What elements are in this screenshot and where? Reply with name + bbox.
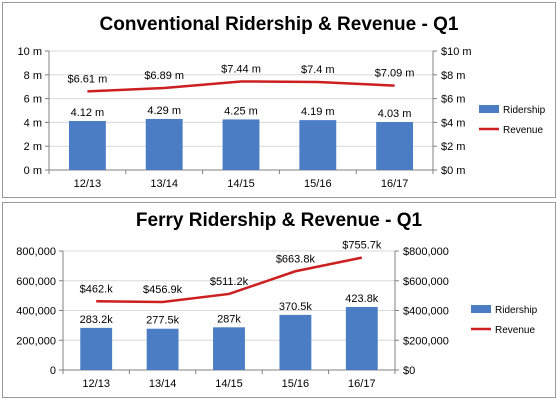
line-data-label: $511.2k [210, 276, 249, 288]
line-data-label: $7.44 m [221, 63, 261, 75]
line-data-label: $663.8k [276, 253, 316, 265]
y-tick-label: 4 m [24, 117, 42, 129]
ferry-chart-panel: Ferry Ridership & Revenue - Q1 0 200,000 40… [2, 202, 556, 398]
y2-tick-label: $4 m [441, 117, 465, 129]
y-tick-label: 600,000 [16, 276, 56, 288]
bar-data-label: 287k [217, 313, 241, 325]
y2-tick-label: $6 m [441, 94, 465, 106]
line-data-label: $7.4 m [301, 64, 335, 76]
conventional-chart: Conventional Ridership & Revenue - Q1 0 m… [18, 14, 546, 190]
line-revenue [87, 80, 395, 93]
line-data-label: $7.09 m [375, 68, 415, 80]
x-tick-label: 15/16 [282, 378, 310, 390]
y-tick-label: 8 m [24, 70, 42, 82]
line-data-label: $6.89 m [144, 70, 184, 82]
bar-data-label: 4.19 m [301, 106, 335, 118]
y-tick-label: 2 m [24, 141, 42, 153]
bar-data-label: 277.5k [146, 315, 180, 327]
y-tick-label: 0 [50, 365, 56, 377]
chart-title: Conventional Ridership & Revenue - Q1 [100, 14, 459, 35]
legend-label-revenue: Revenue [495, 325, 535, 336]
bar-ridership [146, 328, 179, 370]
y-tick-label: 400,000 [16, 306, 56, 318]
y2-tick-label: $0 m [441, 165, 465, 177]
bar-data-label: 4.12 m [71, 107, 105, 119]
bar-ridership [376, 122, 414, 170]
chart-title: Ferry Ridership & Revenue - Q1 [136, 210, 423, 231]
bar-ridership [222, 119, 260, 170]
x-tick-label: 16/17 [348, 378, 376, 390]
conventional-chart-panel: Conventional Ridership & Revenue - Q1 0 m… [2, 2, 556, 198]
line-data-label: $6.61 m [68, 73, 108, 85]
ferry-chart: Ferry Ridership & Revenue - Q1 0 200,000 40… [16, 210, 538, 390]
bar-ridership [68, 120, 106, 170]
bar-ridership [213, 327, 245, 370]
line-data-label: $462.k [80, 283, 114, 295]
y2-tick-label: $8 m [441, 70, 465, 82]
y2-tick-label: $800,000 [403, 246, 449, 258]
y-tick-label: 10 m [18, 46, 42, 58]
bar-data-label: 4.29 m [147, 105, 181, 117]
y2-tick-label: $400,000 [403, 306, 449, 318]
y2-tick-label: $2 m [441, 141, 465, 153]
bar-data-label: 283.2k [80, 314, 114, 326]
legend-label-revenue: Revenue [503, 125, 543, 136]
y2-tick-label: $10 m [441, 46, 472, 58]
bar-ridership [80, 327, 113, 370]
y-tick-label: 6 m [24, 94, 42, 106]
bar-ridership [279, 314, 312, 370]
x-tick-label: 12/13 [82, 378, 110, 390]
x-tick-label: 13/14 [149, 378, 177, 390]
bar-data-label: 370.5k [279, 301, 313, 313]
legend-swatch-ridership [471, 305, 491, 313]
bar-ridership [299, 120, 337, 170]
legend-swatch-ridership [479, 105, 499, 113]
x-tick-label: 14/15 [227, 178, 255, 190]
x-tick-label: 12/13 [74, 178, 102, 190]
y-tick-label: 800,000 [16, 246, 56, 258]
bar-ridership [145, 118, 183, 170]
bar-data-label: 4.03 m [378, 108, 412, 120]
y-tick-label: 200,000 [16, 335, 56, 347]
legend-label-ridership: Ridership [495, 305, 538, 316]
line-data-label: $755.7k [342, 240, 382, 252]
y2-tick-label: $600,000 [403, 276, 449, 288]
bar-data-label: 4.25 m [224, 105, 258, 117]
y-tick-label: 0 m [24, 165, 42, 177]
y2-tick-label: $200,000 [403, 335, 449, 347]
y2-tick-label: $0 [403, 365, 415, 377]
x-tick-label: 15/16 [304, 178, 332, 190]
x-tick-label: 16/17 [381, 178, 409, 190]
x-tick-label: 13/14 [150, 178, 178, 190]
bar-ridership [345, 306, 378, 370]
legend-label-ridership: Ridership [503, 105, 546, 116]
line-data-label: $456.9k [143, 284, 183, 296]
bar-data-label: 423.8k [345, 293, 379, 305]
x-tick-label: 14/15 [215, 378, 243, 390]
